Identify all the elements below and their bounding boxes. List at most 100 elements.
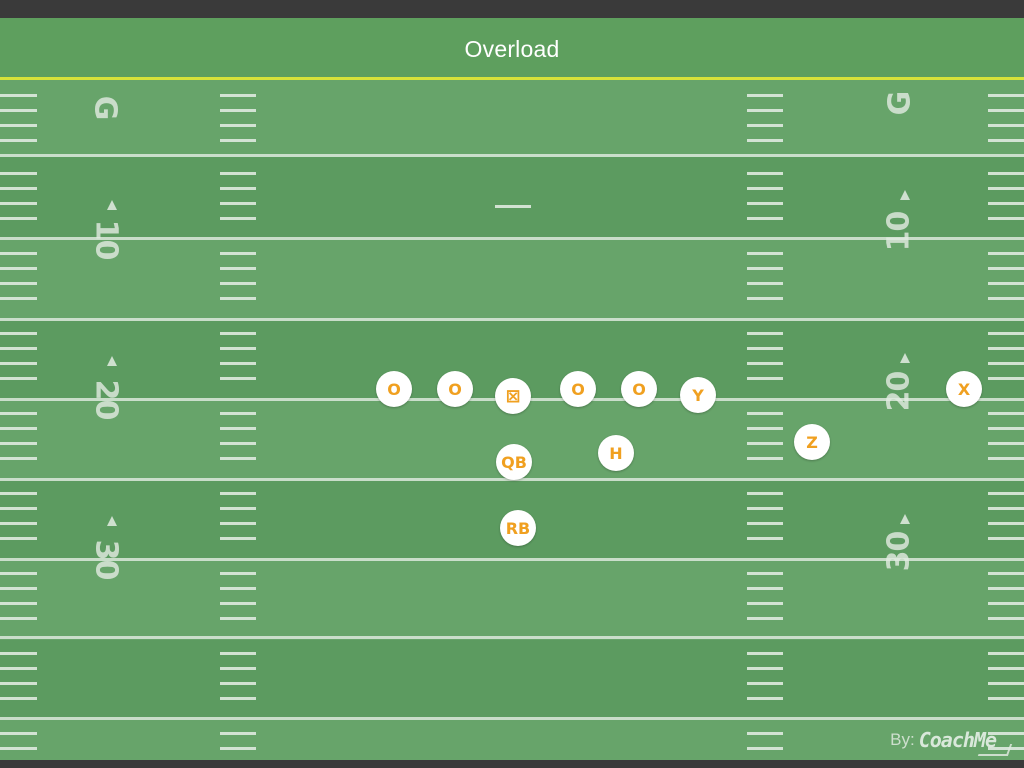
hash-mark — [220, 572, 256, 575]
player-running-back[interactable]: RB — [500, 510, 536, 546]
hash-mark — [220, 697, 256, 700]
player-quarterback[interactable]: QB — [496, 444, 532, 480]
player-center[interactable]: ⊠ — [495, 378, 531, 414]
hash-mark — [747, 139, 783, 142]
left-direction-arrow — [107, 516, 117, 526]
hash-mark — [220, 442, 256, 445]
hash-mark — [220, 652, 256, 655]
hash-mark — [0, 682, 37, 685]
hash-mark — [747, 297, 783, 300]
right-yard-number-30: 30 — [881, 531, 917, 572]
hash-mark — [988, 109, 1024, 112]
hash-mark — [0, 697, 37, 700]
hash-mark — [988, 572, 1024, 575]
hash-mark — [988, 697, 1024, 700]
hash-mark — [747, 187, 783, 190]
left-yard-number-30: 30 — [88, 539, 124, 580]
yard-line — [0, 154, 1024, 157]
player-h-back[interactable]: H — [598, 435, 634, 471]
hash-mark — [747, 172, 783, 175]
hash-mark — [0, 297, 37, 300]
hash-mark — [747, 747, 783, 750]
hash-mark — [220, 297, 256, 300]
hash-mark — [747, 202, 783, 205]
right-direction-arrow — [900, 514, 910, 524]
hash-mark — [220, 332, 256, 335]
hash-mark — [220, 377, 256, 380]
hash-mark — [988, 217, 1024, 220]
hash-mark — [988, 362, 1024, 365]
hash-mark — [220, 347, 256, 350]
right-yard-number-goal: G — [882, 91, 918, 116]
hash-mark — [988, 507, 1024, 510]
hash-mark — [747, 332, 783, 335]
left-direction-arrow — [107, 200, 117, 210]
player-offensive-lineman[interactable]: O — [560, 371, 596, 407]
yard-line — [0, 636, 1024, 639]
hash-mark — [0, 109, 37, 112]
header-bar: Overload — [0, 18, 1024, 78]
credit-prefix: By: — [890, 730, 915, 749]
hash-mark — [988, 297, 1024, 300]
hash-mark — [0, 492, 37, 495]
hash-mark — [0, 617, 37, 620]
hash-mark — [220, 522, 256, 525]
hash-mark — [747, 427, 783, 430]
hash-mark — [747, 412, 783, 415]
hash-mark — [0, 267, 37, 270]
right-direction-arrow — [900, 190, 910, 200]
hash-mark — [220, 412, 256, 415]
hash-mark — [988, 602, 1024, 605]
left-yard-number-goal: G — [87, 95, 123, 120]
hash-mark — [220, 587, 256, 590]
hash-mark — [0, 124, 37, 127]
hash-mark — [747, 377, 783, 380]
hash-mark — [747, 267, 783, 270]
right-yard-number-20: 20 — [881, 371, 917, 412]
hash-mark — [0, 377, 37, 380]
hash-mark — [220, 267, 256, 270]
hash-mark — [220, 507, 256, 510]
hash-mark — [220, 94, 256, 97]
player-x-receiver[interactable]: X — [946, 371, 982, 407]
hash-mark — [747, 507, 783, 510]
hash-mark — [988, 377, 1024, 380]
hash-mark — [0, 252, 37, 255]
hash-mark — [988, 652, 1024, 655]
hash-mark — [988, 267, 1024, 270]
yard-line — [0, 318, 1024, 321]
hash-mark — [220, 747, 256, 750]
hash-mark — [0, 652, 37, 655]
top-frame — [0, 0, 1024, 18]
hash-mark — [0, 572, 37, 575]
player-offensive-lineman[interactable]: O — [621, 371, 657, 407]
hash-mark — [747, 442, 783, 445]
hash-mark — [988, 522, 1024, 525]
player-z-receiver[interactable]: Z — [794, 424, 830, 460]
yard-line — [0, 558, 1024, 561]
hash-mark — [0, 442, 37, 445]
hash-mark — [988, 94, 1024, 97]
hash-mark — [220, 492, 256, 495]
player-offensive-lineman[interactable]: O — [376, 371, 412, 407]
hash-mark — [220, 139, 256, 142]
hash-mark — [988, 667, 1024, 670]
hash-mark — [220, 187, 256, 190]
coachme-logo-text: CoachMe — [918, 728, 997, 752]
player-y-tight-end[interactable]: Y — [680, 377, 716, 413]
hash-mark — [0, 139, 37, 142]
play-title: Overload — [464, 36, 560, 62]
hash-mark — [988, 427, 1024, 430]
hash-mark — [988, 202, 1024, 205]
hash-mark — [220, 202, 256, 205]
football-field: G 10 20 30 G 10 20 30 — [0, 80, 1024, 760]
hash-mark — [747, 537, 783, 540]
hash-mark — [747, 697, 783, 700]
player-offensive-lineman[interactable]: O — [437, 371, 473, 407]
hash-mark — [747, 362, 783, 365]
hash-mark — [0, 507, 37, 510]
hash-mark — [220, 282, 256, 285]
hash-mark — [0, 667, 37, 670]
line-of-scrimmage-marker — [495, 205, 531, 208]
right-yard-number-10: 10 — [881, 211, 917, 252]
